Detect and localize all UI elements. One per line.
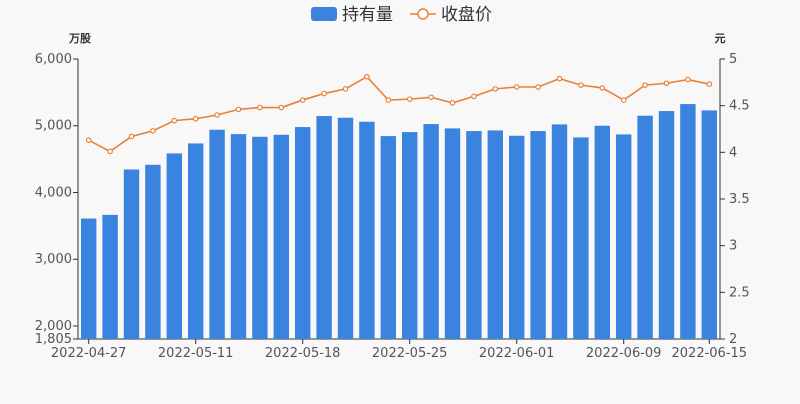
y-right-tick-label: 3 <box>729 239 737 254</box>
point-close-price <box>620 97 627 103</box>
point-close-price <box>299 97 306 103</box>
y-right-tick-label: 5 <box>729 52 737 67</box>
bar-holding <box>187 143 204 339</box>
legend-swatch-marker <box>417 8 429 20</box>
bar-holding <box>273 134 290 339</box>
legend-swatch-bar <box>311 7 337 21</box>
bar-holding <box>337 117 354 339</box>
point-close-price <box>471 93 477 100</box>
bar-holding <box>252 136 268 339</box>
x-tick-label: 2022-05-11 <box>158 346 234 361</box>
x-tick-label: 2022-06-15 <box>672 346 748 361</box>
bar-holding <box>487 130 504 339</box>
bar-holding <box>680 104 696 339</box>
point-close-price <box>428 94 434 101</box>
point-close-price <box>321 90 327 97</box>
point-close-price <box>513 84 520 90</box>
bar-holding <box>209 129 225 339</box>
point-close-price <box>535 84 541 90</box>
point-close-price <box>364 73 370 80</box>
point-close-price <box>150 128 156 134</box>
point-close-price <box>214 112 220 118</box>
bar-holding <box>551 124 568 340</box>
x-tick-label: 2022-06-09 <box>586 346 662 361</box>
bar-holding <box>615 134 632 339</box>
point-close-price <box>492 86 499 92</box>
bar-holding <box>573 137 589 339</box>
bar-holding <box>594 125 611 339</box>
y-left-tick-label: 2,000 <box>35 319 72 334</box>
bar-holding <box>423 124 439 339</box>
axis-unit-labels: 万股 元 <box>68 32 726 45</box>
point-close-price <box>235 106 242 113</box>
bar-holding <box>123 169 140 339</box>
y-right-tick-label: 2.5 <box>729 285 750 300</box>
point-close-price <box>663 80 670 87</box>
point-close-price <box>85 137 92 144</box>
legend-label-line: 收盘价 <box>441 5 492 25</box>
point-close-price <box>385 97 392 103</box>
bar-holding <box>294 127 311 339</box>
bar-holding <box>230 134 247 339</box>
bar-series <box>80 104 718 340</box>
y-right-unit-label: 元 <box>715 32 726 45</box>
legend[interactable]: 持有量 收盘价 <box>311 5 492 25</box>
bar-holding <box>316 116 332 340</box>
x-tick-label: 2022-04-27 <box>51 346 127 361</box>
point-close-price <box>449 100 456 106</box>
point-close-price <box>706 81 713 88</box>
bar-holding <box>444 128 461 339</box>
y-right-tick-label: 4.5 <box>729 99 750 114</box>
point-close-price <box>278 104 285 111</box>
y-left-tick-label: 3,000 <box>35 252 72 267</box>
bar-holding <box>466 131 482 339</box>
x-tick-label: 2022-05-18 <box>265 346 341 361</box>
bar-holding <box>166 153 183 339</box>
line-close-price <box>88 75 710 153</box>
bar-holding <box>380 136 397 339</box>
y-right-tick-label: 4 <box>729 145 737 160</box>
y-left-tick-label: 1,805 <box>35 332 72 347</box>
point-close-price <box>642 82 648 88</box>
y-right-tick-label: 2 <box>729 332 737 347</box>
point-close-price <box>192 115 199 122</box>
y-left-tick-label: 6,000 <box>35 52 72 67</box>
bar-holding <box>658 111 675 339</box>
point-close-price <box>107 148 113 155</box>
point-close-price <box>406 96 413 102</box>
point-close-price <box>599 85 606 91</box>
line-series <box>85 73 713 155</box>
bar-holding <box>359 121 375 339</box>
bar-holding <box>637 115 653 339</box>
bar-holding <box>530 131 546 339</box>
y-left-unit-label: 万股 <box>68 32 92 45</box>
legend-label-bar: 持有量 <box>342 5 393 25</box>
x-tick-label: 2022-05-25 <box>372 346 448 361</box>
x-tick-label: 2022-06-01 <box>479 346 555 361</box>
y-left-tick-label: 5,000 <box>35 119 72 134</box>
point-close-price <box>342 86 349 92</box>
bar-holding <box>102 214 118 339</box>
bar-holding <box>80 218 97 339</box>
bar-holding <box>401 132 418 339</box>
bar-holding <box>508 135 525 339</box>
point-close-price <box>556 75 563 82</box>
point-close-price <box>171 117 178 124</box>
bar-holding <box>145 164 161 339</box>
point-close-price <box>685 76 691 83</box>
y-right-tick-label: 3.5 <box>729 192 750 207</box>
bar-holding <box>701 110 718 339</box>
y-left-tick-label: 4,000 <box>35 185 72 200</box>
point-close-price <box>128 133 135 140</box>
point-close-price <box>257 104 263 111</box>
point-close-price <box>578 82 584 88</box>
